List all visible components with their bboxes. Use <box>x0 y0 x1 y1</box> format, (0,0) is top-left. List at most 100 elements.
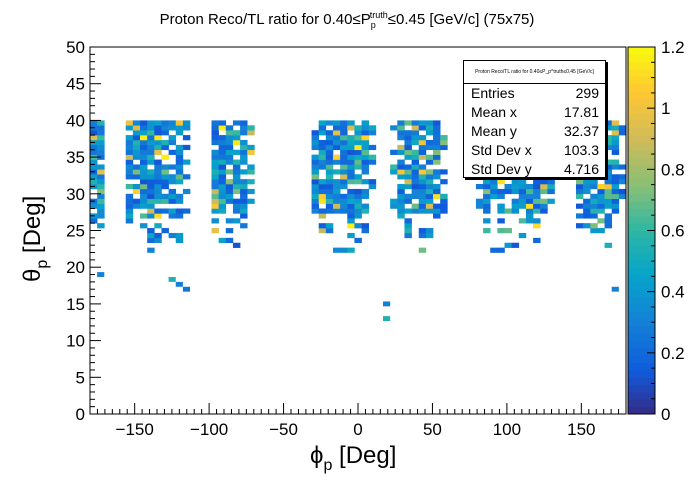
heatmap-cell <box>418 232 427 239</box>
heatmap-cell <box>618 188 627 195</box>
heatmap-cell <box>533 218 541 224</box>
y-tick-label: 30 <box>66 185 85 204</box>
heatmap-cell <box>97 120 105 126</box>
heatmap-cell <box>140 184 148 190</box>
heatmap-cell <box>575 213 584 219</box>
heatmap-cell <box>154 159 162 165</box>
heatmap-cell <box>361 223 370 229</box>
heatmap-cell <box>225 125 234 131</box>
palette-step <box>628 127 655 136</box>
heatmap-cell <box>433 154 441 160</box>
heatmap-cell <box>347 213 355 219</box>
heatmap-cell <box>218 179 227 185</box>
heatmap-cell <box>225 130 234 136</box>
heatmap-cell <box>483 203 491 209</box>
heatmap-cell <box>504 188 512 195</box>
heatmap-cell <box>618 179 627 185</box>
heatmap-cell <box>404 154 412 160</box>
heatmap-cell <box>97 193 105 199</box>
heatmap-cell <box>433 135 441 141</box>
heatmap-cell <box>511 203 520 209</box>
heatmap-cell <box>97 208 105 214</box>
heatmap-cell <box>368 159 377 165</box>
heatmap-cell <box>240 208 248 214</box>
heatmap-cell <box>225 159 234 165</box>
heatmap-cell <box>161 179 169 185</box>
heatmap-cell <box>611 159 620 165</box>
heatmap-cell <box>90 164 98 170</box>
heatmap-cell <box>361 135 370 141</box>
heatmap-cell <box>175 208 184 214</box>
palette-step <box>628 311 655 319</box>
heatmap-cell <box>168 135 177 141</box>
heatmap-cell <box>347 203 355 209</box>
heatmap-cell <box>125 208 134 214</box>
heatmap-cell <box>125 135 134 141</box>
heatmap-cell <box>497 218 505 224</box>
heatmap-cell <box>182 159 191 165</box>
palette-step <box>628 105 655 114</box>
palette-step <box>628 223 655 231</box>
heatmap-cell <box>611 184 620 190</box>
heatmap-cell <box>583 198 591 204</box>
heatmap-cell <box>175 174 184 180</box>
heatmap-cell <box>497 193 505 199</box>
heatmap-cell <box>411 203 420 209</box>
heatmap-cell <box>483 228 491 234</box>
heatmap-cell <box>132 149 141 155</box>
heatmap-cell <box>597 198 605 204</box>
heatmap-cell <box>154 164 162 170</box>
heatmap-cell <box>604 179 613 185</box>
heatmap-cell <box>604 213 613 219</box>
heatmap-cell <box>497 188 505 195</box>
heatmap-cell <box>125 184 134 190</box>
heatmap-cell <box>154 193 162 199</box>
palette-step <box>628 215 655 224</box>
heatmap-cell <box>347 223 355 229</box>
heatmap-cell <box>311 154 319 160</box>
heatmap-cell <box>583 213 591 219</box>
heatmap-cell <box>411 193 420 199</box>
heatmap-cell <box>318 228 327 234</box>
heatmap-cell <box>232 179 241 185</box>
heatmap-cell <box>540 203 548 209</box>
heatmap-cell <box>483 198 491 204</box>
heatmap-cell <box>90 159 98 165</box>
heatmap-cell <box>397 130 405 136</box>
heatmap-cell <box>161 120 169 126</box>
heatmap-cell <box>140 125 148 131</box>
heatmap-cell <box>240 184 248 190</box>
heatmap-cell <box>418 135 427 141</box>
palette-step <box>628 245 655 253</box>
heatmap-cell <box>575 179 584 185</box>
heatmap-cell <box>411 184 420 190</box>
heatmap-cell <box>397 188 405 195</box>
heatmap-cell <box>411 154 420 160</box>
heatmap-cell <box>604 159 613 165</box>
heatmap-cell <box>368 144 377 151</box>
heatmap-cell <box>361 125 370 131</box>
heatmap-cell <box>90 135 98 141</box>
heatmap-cell <box>404 193 412 199</box>
heatmap-cell <box>518 179 527 185</box>
heatmap-cell <box>540 179 548 185</box>
heatmap-cell <box>397 159 405 165</box>
heatmap-cell <box>232 198 241 204</box>
heatmap-cell <box>332 193 341 199</box>
heatmap-cell <box>325 135 334 141</box>
heatmap-cell <box>240 154 248 160</box>
heatmap-cell <box>175 193 184 199</box>
heatmap-cell <box>240 188 248 195</box>
heatmap-cell <box>132 139 141 146</box>
heatmap-cell <box>211 154 219 160</box>
heatmap-cell <box>218 139 227 146</box>
heatmap-cell <box>225 179 234 185</box>
heatmap-cell <box>140 120 148 126</box>
heatmap-cell <box>518 193 527 199</box>
heatmap-cell <box>504 184 512 190</box>
heatmap-cell <box>311 159 319 165</box>
heatmap-cell <box>340 135 348 141</box>
palette-step <box>628 274 655 283</box>
palette-step <box>628 76 655 85</box>
heatmap-cell <box>361 203 370 209</box>
